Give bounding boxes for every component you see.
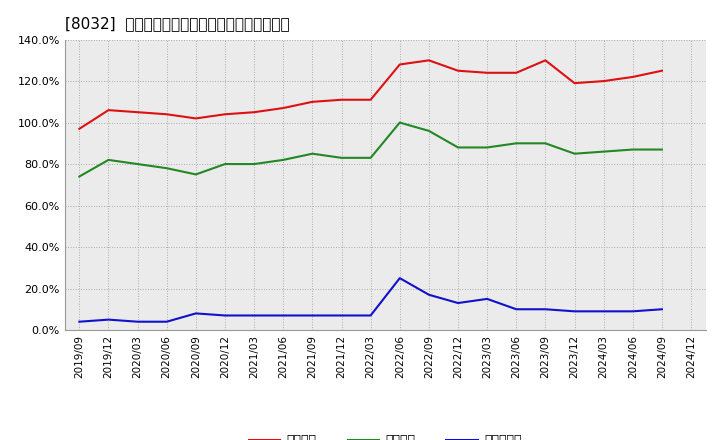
流動比率	[163, 112, 171, 117]
現頓金比率	[75, 319, 84, 324]
当座比率	[250, 161, 258, 167]
当座比率	[192, 172, 200, 177]
流動比率	[250, 110, 258, 115]
現頓金比率	[657, 307, 666, 312]
当座比率	[220, 161, 229, 167]
流動比率	[308, 99, 317, 104]
当座比率	[541, 141, 550, 146]
現頓金比率	[512, 307, 521, 312]
当座比率	[512, 141, 521, 146]
当座比率	[337, 155, 346, 161]
現頓金比率	[570, 309, 579, 314]
現頓金比率	[599, 309, 608, 314]
Text: [8032]  流動比率、当座比率、現頓金比率の推移: [8032] 流動比率、当座比率、現頓金比率の推移	[65, 16, 289, 32]
当座比率	[570, 151, 579, 156]
流動比率	[425, 58, 433, 63]
流動比率	[220, 112, 229, 117]
流動比率	[366, 97, 375, 103]
現頓金比率	[192, 311, 200, 316]
当座比率	[366, 155, 375, 161]
当座比率	[75, 174, 84, 179]
現頓金比率	[133, 319, 142, 324]
流動比率	[279, 106, 287, 111]
現頓金比率	[425, 292, 433, 297]
流動比率	[133, 110, 142, 115]
現頓金比率	[220, 313, 229, 318]
当座比率	[163, 165, 171, 171]
現頓金比率	[337, 313, 346, 318]
当座比率	[133, 161, 142, 167]
現頓金比率	[308, 313, 317, 318]
当座比率	[308, 151, 317, 156]
流動比率	[104, 107, 113, 113]
当座比率	[454, 145, 462, 150]
流動比率	[454, 68, 462, 73]
現頓金比率	[395, 275, 404, 281]
当座比率	[629, 147, 637, 152]
現頓金比率	[279, 313, 287, 318]
Line: 現頓金比率: 現頓金比率	[79, 278, 662, 322]
Line: 当座比率: 当座比率	[79, 123, 662, 176]
流動比率	[512, 70, 521, 75]
現頓金比率	[104, 317, 113, 322]
Legend: 流動比率, 当座比率, 現頓金比率: 流動比率, 当座比率, 現頓金比率	[244, 429, 526, 440]
流動比率	[599, 78, 608, 84]
流動比率	[570, 81, 579, 86]
当座比率	[395, 120, 404, 125]
現頓金比率	[629, 309, 637, 314]
現頓金比率	[454, 301, 462, 306]
当座比率	[483, 145, 492, 150]
流動比率	[629, 74, 637, 80]
現頓金比率	[541, 307, 550, 312]
現頓金比率	[483, 296, 492, 301]
現頓金比率	[163, 319, 171, 324]
流動比率	[337, 97, 346, 103]
当座比率	[599, 149, 608, 154]
流動比率	[395, 62, 404, 67]
流動比率	[75, 126, 84, 132]
流動比率	[541, 58, 550, 63]
当座比率	[279, 157, 287, 162]
当座比率	[657, 147, 666, 152]
流動比率	[657, 68, 666, 73]
流動比率	[192, 116, 200, 121]
Line: 流動比率: 流動比率	[79, 60, 662, 129]
現頓金比率	[250, 313, 258, 318]
当座比率	[425, 128, 433, 133]
現頓金比率	[366, 313, 375, 318]
当座比率	[104, 157, 113, 162]
流動比率	[483, 70, 492, 75]
